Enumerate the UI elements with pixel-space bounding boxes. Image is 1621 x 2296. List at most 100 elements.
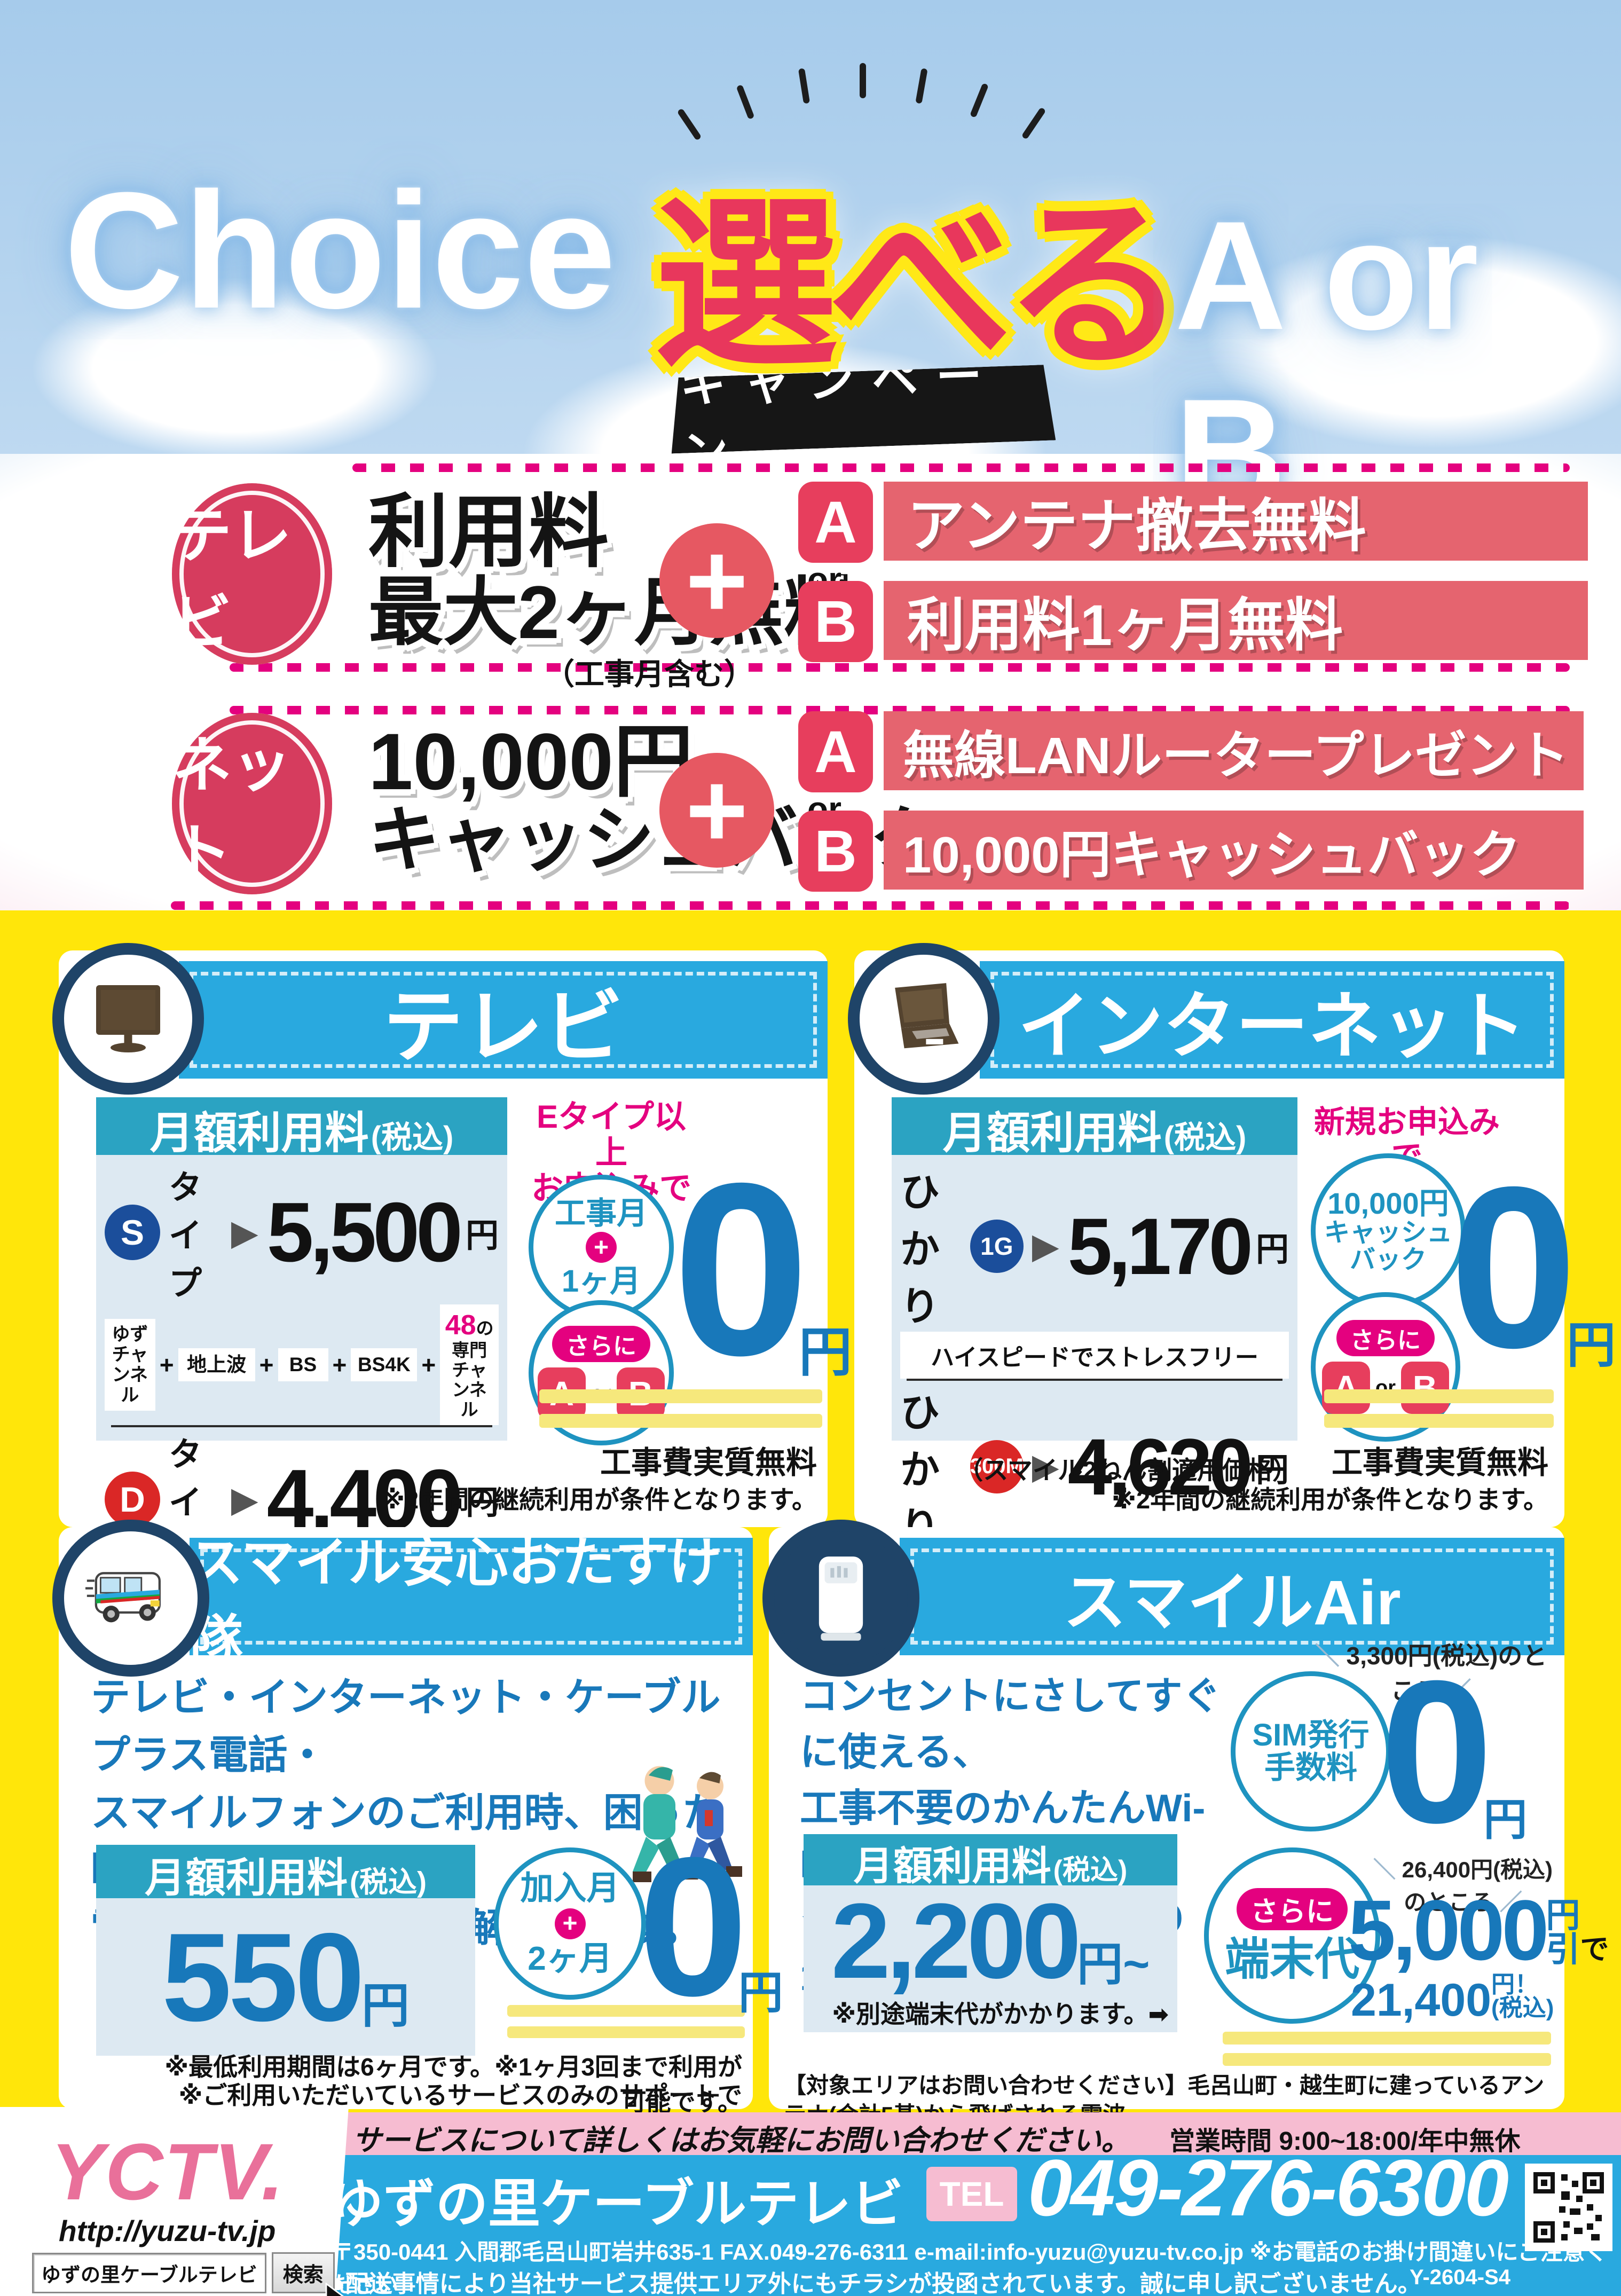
device-discount-circle: さらに 端末代 bbox=[1204, 1847, 1380, 2024]
campaign-offer-tv: 利用料 最大2ヶ月無料 bbox=[368, 490, 859, 651]
plan-channels-s: ゆずチャンネル + 地上波 + BS + BS4K + 48の 専門チャンネル bbox=[105, 1304, 499, 1426]
yellow-underline bbox=[1223, 2053, 1551, 2066]
desc-line1: コンセントにさしてすぐに使える、 bbox=[800, 1675, 1221, 1774]
channel-chip-special: 48の 専門チャンネル bbox=[440, 1304, 499, 1426]
yen-label: 円 bbox=[1567, 1318, 1616, 1373]
campaign-badge-net: ネット bbox=[172, 713, 332, 894]
search-input[interactable]: ゆずの里ケーブルテレビ bbox=[32, 2252, 266, 2293]
speed-badge-1g: 1G bbox=[970, 1219, 1024, 1273]
hero-title-eraberu: 選べる bbox=[654, 183, 1187, 389]
final-value: 21,400 bbox=[1351, 1975, 1492, 2026]
device-label: 端末代 bbox=[1224, 1933, 1359, 1984]
monthly-fee-header: 月額利用料 (税込) bbox=[96, 1845, 475, 1901]
speed-badge-300m: 300M bbox=[970, 1440, 1024, 1493]
discount-de: で bbox=[1580, 1933, 1609, 1965]
channel-suffix: の bbox=[476, 1318, 494, 1338]
search-box: ゆずの里ケーブルテレビ 検索 bbox=[32, 2252, 344, 2296]
sim-fee-original-price: 3,300円(税込)のところ bbox=[1303, 1637, 1559, 1707]
promo-condition: 新規お申込みで bbox=[1313, 1105, 1500, 1174]
channel-chip: ゆずチャンネル bbox=[105, 1318, 155, 1411]
yellow-underline bbox=[539, 1389, 822, 1403]
yellow-underline bbox=[1324, 1389, 1554, 1403]
tv-price-box: S タイプ ▶ 5,500 円 ゆずチャンネル + 地上波 + BS + BS4… bbox=[96, 1155, 507, 1890]
air-panel-card: スマイルAir コンセントにさしてすぐに使える、 工事不要のかんたんWi-Fi！… bbox=[762, 1520, 1609, 2187]
device-original-price: 26,400円(税込)のところ bbox=[1367, 1852, 1559, 1917]
tv-icon bbox=[52, 943, 204, 1095]
yen-label: 円 bbox=[798, 1322, 852, 1382]
tel-badge: TEL bbox=[926, 2167, 1017, 2221]
option-a-badge: A bbox=[798, 482, 873, 563]
plus-separator: + bbox=[259, 1351, 274, 1379]
free-month-1: 工事月 bbox=[554, 1196, 648, 1231]
construction-note: 工事費実質無料 bbox=[600, 1445, 817, 1480]
tv-panel-banner: テレビ bbox=[179, 961, 828, 1079]
price-value: 550 bbox=[161, 1907, 365, 2047]
zero-yen: 0 円 bbox=[1450, 1139, 1616, 1396]
otasuke-panel-card: スマイル安心おたすけ隊 テレビ・インターネット・ケーブルプラス電話・ スマイルフ… bbox=[52, 1520, 783, 2144]
dotted-separator bbox=[230, 663, 1570, 672]
desc-line1: テレビ・インターネット・ケーブルプラス電話・ bbox=[91, 1675, 721, 1778]
zero-digit: 0 bbox=[638, 1817, 748, 2037]
device-final-price: 21,400 円！(税込) bbox=[1351, 1971, 1564, 2026]
running-staff-illustration bbox=[609, 1757, 744, 1920]
zero-digit: 0 bbox=[1380, 1638, 1493, 1865]
qr-code bbox=[1525, 2164, 1612, 2251]
fee-header-tax: (税込) bbox=[371, 1120, 454, 1155]
fee-header-main: 月額利用料 bbox=[145, 1855, 348, 1901]
plus-icon: + bbox=[659, 751, 774, 870]
divider bbox=[907, 1379, 1282, 1381]
otasuke-price-box: 550 円 bbox=[96, 1898, 475, 2056]
sarani-pill: さらに bbox=[552, 1326, 650, 1362]
plus-separator: + bbox=[421, 1351, 436, 1379]
monthly-fee-header: 月額利用料 (税込) bbox=[804, 1834, 1177, 1888]
cloud bbox=[1207, 235, 1621, 449]
yellow-underline bbox=[539, 1414, 822, 1428]
plan-desc: ハイスピードでストレスフリー bbox=[900, 1332, 1289, 1379]
option-b-banner: 10,000円キャッシュバック bbox=[884, 811, 1584, 890]
address-line: 〒350-0441 入間郡毛呂山町岩井635-1 FAX.049-276-631… bbox=[331, 2239, 1608, 2296]
plan-price: 5,500 bbox=[266, 1185, 463, 1279]
offer-line1: 10,000円 bbox=[368, 717, 694, 806]
option-a-badge: A bbox=[798, 711, 873, 792]
channel-text: 専門チャンネル bbox=[452, 1340, 487, 1420]
fee-header-tax: (税込) bbox=[1163, 1120, 1247, 1155]
sarani-pill: さらに bbox=[1236, 1888, 1348, 1930]
device-discount: 5,000 円引 で bbox=[1348, 1888, 1609, 1973]
smile-discount-note: （スマイル2ねん割適用価格） bbox=[958, 1456, 1297, 1484]
campaign-ribbon: キャンペーン bbox=[669, 364, 1056, 453]
site-url: http://yuzu-tv.jp bbox=[59, 2214, 276, 2247]
final-unit: 円！(税込) bbox=[1491, 1971, 1554, 2021]
phone-number: 049-276-6300 bbox=[1028, 2143, 1509, 2232]
fee-header-main: 月額利用料 bbox=[149, 1109, 369, 1158]
wifi-device-icon bbox=[762, 1520, 919, 1677]
cashback-word1: キャッシュ bbox=[1324, 1218, 1452, 1247]
channel-chip: 地上波 bbox=[178, 1348, 255, 1381]
sim-fee-circle: SIM発行 手数料 bbox=[1231, 1671, 1391, 1831]
divider bbox=[111, 1425, 492, 1428]
arrow-icon: ▶ bbox=[231, 1479, 258, 1519]
option-a-banner: 無線LANルータープレゼント bbox=[884, 711, 1584, 790]
zero-digit: 0 bbox=[1450, 1139, 1577, 1396]
min-period-note: ※最低利用期間は6ヶ月です。※1ヶ月3回まで利用が可能です。 bbox=[164, 2053, 742, 2116]
campaign-net-row: ネット 10,000円 キャッシュバック + A or B 無線LANルータープ… bbox=[0, 710, 1621, 897]
search-button[interactable]: 検索 bbox=[271, 2252, 335, 2293]
yellow-underline bbox=[1324, 1414, 1554, 1428]
tv-panel-card: テレビ 月額利用料 (税込) S タイプ ▶ 5,500 円 ゆずチャンネル + … bbox=[52, 943, 852, 1890]
zero-yen: 0 円 bbox=[673, 1147, 852, 1393]
ab-mini-row: A or B bbox=[1322, 1362, 1449, 1414]
fee-header-tax: (税込) bbox=[350, 1866, 427, 1898]
business-hours: 営業時間 9:00~18:00/年中無休 bbox=[1169, 2127, 1521, 2156]
plan-unit: 円 bbox=[1255, 1231, 1289, 1268]
continuation-note: ※2年間の継続利用が条件となります。 bbox=[1112, 1485, 1548, 1514]
plan-badge-s: S bbox=[105, 1205, 160, 1260]
cashback-word2: バック bbox=[1349, 1245, 1427, 1274]
yellow-underline bbox=[1223, 2032, 1551, 2045]
sim-label-2: 手数料 bbox=[1264, 1750, 1357, 1785]
plan-badge-d: D bbox=[105, 1472, 160, 1528]
otasuke-panel-banner: スマイル安心おたすけ隊 bbox=[190, 1533, 753, 1670]
plan-type-label: タイプ bbox=[169, 1169, 202, 1302]
price-value: 2,200 bbox=[831, 1881, 1081, 2001]
discount-unit: 円引 bbox=[1546, 1896, 1580, 1969]
plan-price: 4,620 bbox=[1067, 1421, 1253, 1512]
